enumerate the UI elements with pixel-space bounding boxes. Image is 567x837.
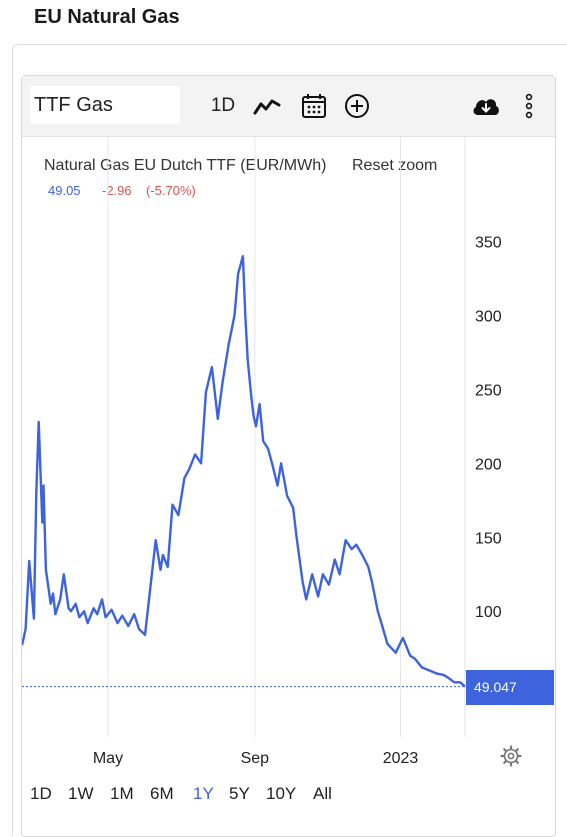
price-chart-svg: 100 150 200 250 300 350 May Sep 2023 (22, 137, 502, 767)
page-title: EU Natural Gas (34, 6, 180, 28)
x-tick-label: May (93, 750, 123, 767)
range-button-6m[interactable]: 6M (150, 784, 174, 803)
cloud-download-icon[interactable] (469, 88, 503, 124)
more-vertical-icon[interactable] (520, 88, 538, 124)
y-tick-label: 250 (475, 382, 502, 399)
series-line (22, 255, 466, 688)
change-readout: -2.96 (102, 183, 132, 198)
chart-title: Natural Gas EU Dutch TTF (EUR/MWh) (44, 157, 327, 174)
y-tick-label: 350 (475, 234, 502, 251)
range-selector: 1D 1W 1M 6M 1Y 5Y 10Y All (22, 784, 555, 814)
y-tick-label: 100 (475, 604, 502, 621)
range-button-1y[interactable]: 1Y (193, 784, 214, 803)
y-tick-label: 300 (475, 308, 502, 325)
line-chart-icon[interactable] (252, 88, 282, 124)
chart-area: Natural Gas EU Dutch TTF (EUR/MWh) Reset… (22, 137, 555, 777)
chart-widget: 1D (21, 75, 556, 837)
range-button-5y[interactable]: 5Y (229, 784, 250, 803)
last-price-tag: 49.047 (466, 669, 554, 705)
range-button-1w[interactable]: 1W (68, 784, 94, 803)
card-frame (12, 44, 567, 835)
x-tick-label: 2023 (383, 750, 419, 767)
reset-zoom-link[interactable]: Reset zoom (352, 157, 438, 174)
y-tick-label: 150 (475, 530, 502, 547)
chart-toolbar: 1D (22, 76, 555, 137)
settings-gear-icon[interactable] (496, 741, 526, 771)
range-button-all[interactable]: All (313, 784, 332, 803)
range-button-10y[interactable]: 10Y (266, 784, 297, 803)
range-button-1m[interactable]: 1M (110, 784, 134, 803)
y-tick-label: 200 (475, 456, 502, 473)
add-circle-icon[interactable] (343, 88, 371, 124)
x-tick-label: Sep (241, 750, 270, 767)
calendar-icon[interactable] (300, 88, 328, 124)
interval-button[interactable]: 1D (210, 95, 236, 116)
change-percent-readout: (-5.70%) (146, 183, 196, 198)
range-button-1d[interactable]: 1D (30, 784, 52, 803)
symbol-input[interactable] (30, 86, 180, 124)
last-value-readout: 49.05 (48, 183, 81, 198)
